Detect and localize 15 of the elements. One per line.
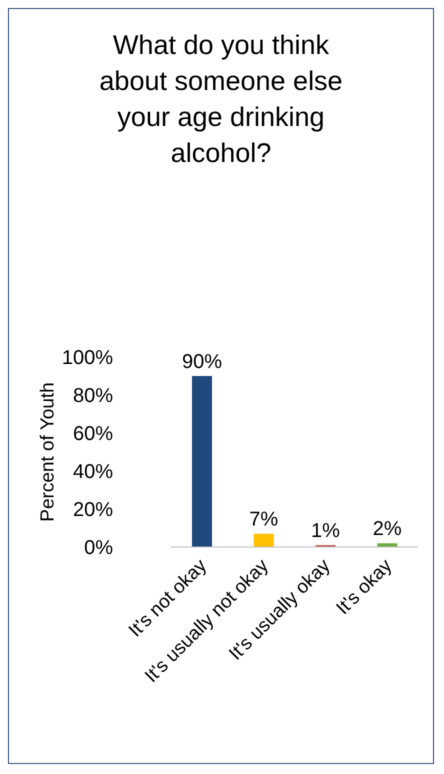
bar <box>377 543 398 547</box>
chart-title: What do you think about someone else your age drinking alcohol? <box>98 29 344 170</box>
y-tick-label: 100% <box>62 347 114 370</box>
bar <box>192 376 212 547</box>
data-label: 90% <box>182 351 222 373</box>
y-tick-label: 20% <box>72 499 114 522</box>
y-axis-title: Percent of Youth <box>38 382 59 522</box>
data-label: 1% <box>311 520 340 542</box>
y-tick-label: 60% <box>72 423 114 446</box>
data-label: 2% <box>372 518 402 540</box>
y-tick-label: 0% <box>84 537 114 560</box>
y-tick-label: 40% <box>72 461 114 484</box>
bar <box>254 534 274 547</box>
data-label: 7% <box>249 508 278 531</box>
y-tick-label: 80% <box>72 385 114 408</box>
